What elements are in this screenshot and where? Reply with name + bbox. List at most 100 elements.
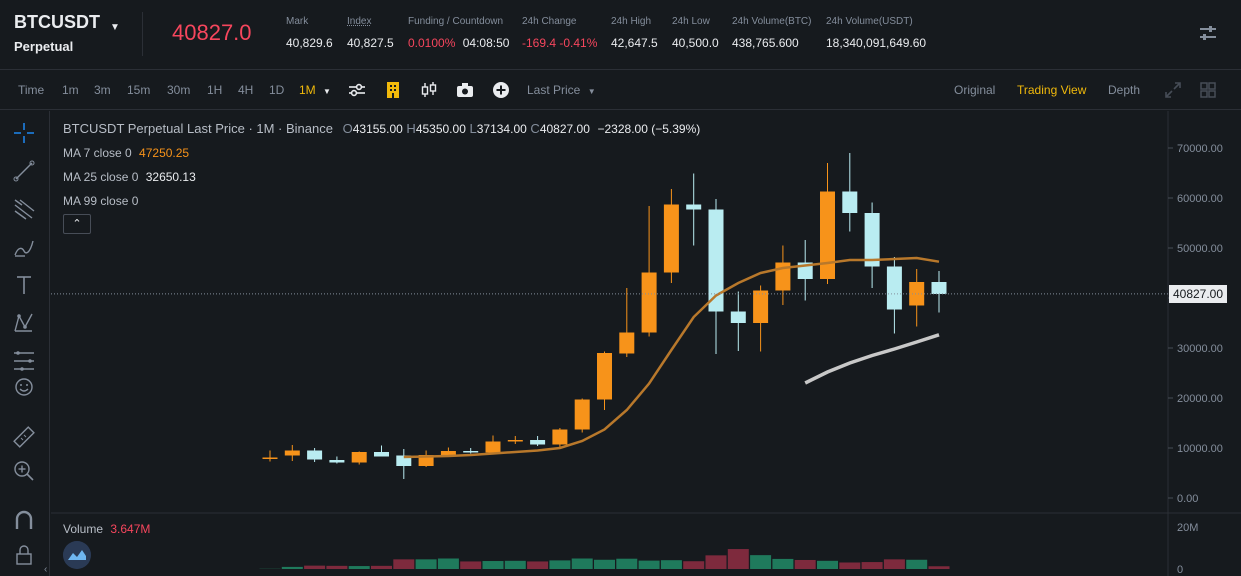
volume-bar <box>326 565 348 569</box>
candle-body <box>931 282 947 294</box>
emoji-icon[interactable] <box>12 375 36 399</box>
volume-bar <box>460 561 482 569</box>
volume-bar <box>371 565 392 569</box>
interval-time[interactable]: Time <box>18 83 45 97</box>
chevron-down-icon[interactable]: ▼ <box>110 22 120 33</box>
contract-type[interactable]: Perpetual <box>14 39 74 54</box>
volume-usdt-label: 24h Volume(USDT) <box>826 16 913 27</box>
candle-body <box>574 399 590 430</box>
candlestick-chart[interactable]: 70000.0060000.0050000.0040000.0030000.00… <box>51 111 1241 576</box>
volume-bar <box>861 562 883 569</box>
text-icon[interactable] <box>12 273 36 297</box>
candlestick-icon[interactable] <box>419 80 439 100</box>
collapse-legend-button[interactable]: ⌃ <box>63 214 91 234</box>
camera-icon[interactable] <box>455 80 475 100</box>
funding-stat: Funding / Countdown 0.0100% 04:08:50 <box>408 16 509 50</box>
interval-1m[interactable]: 1m <box>62 83 79 97</box>
grid-icon[interactable] <box>1198 80 1218 100</box>
volume-bar <box>393 559 415 569</box>
zoom-icon[interactable] <box>12 459 36 483</box>
candle-body <box>619 332 635 354</box>
open-value: 43155.00 <box>352 122 403 136</box>
magnet-icon[interactable] <box>12 509 36 533</box>
candle-body <box>708 209 724 312</box>
chart-area[interactable]: 70000.0060000.0050000.0040000.0030000.00… <box>51 111 1241 576</box>
sliders-icon[interactable] <box>1198 24 1218 42</box>
tradingview-logo-icon[interactable] <box>63 541 91 569</box>
interval-30m[interactable]: 30m <box>167 83 191 97</box>
price-type-select[interactable]: Last Price ▼ <box>527 83 596 97</box>
interval-4h[interactable]: 4H <box>238 83 254 97</box>
candle-body <box>753 290 769 323</box>
tab-depth[interactable]: Depth <box>1108 83 1141 97</box>
tab-trading-view[interactable]: Trading View <box>1017 83 1087 97</box>
interval-1d[interactable]: 1D <box>269 83 285 97</box>
candle-body <box>262 457 278 459</box>
fib-icon[interactable] <box>12 349 36 373</box>
current-price-tag: 40827.00 <box>1169 285 1227 303</box>
volume-bar <box>527 561 549 569</box>
interval-1h[interactable]: 1H <box>207 83 223 97</box>
chevron-left-icon[interactable]: ‹ <box>44 564 48 575</box>
candle-body <box>396 455 412 466</box>
volume-bar <box>571 558 593 569</box>
index-price-stat: Index 40,827.5 <box>347 16 394 50</box>
volume-bar <box>348 566 370 569</box>
volume-bar <box>638 560 660 569</box>
volume-bar <box>727 549 749 569</box>
trend-line-icon[interactable] <box>12 159 36 183</box>
plus-circle-icon[interactable] <box>491 80 511 100</box>
change-value: −2328.00 (−5.39%) <box>597 122 701 136</box>
ma25-legend[interactable]: MA 25 close 0 32650.13 <box>63 170 196 184</box>
candle-body <box>686 204 702 210</box>
drawing-toolbar: ‹ <box>0 111 50 576</box>
symbol-name[interactable]: BTCUSDT <box>14 12 100 32</box>
pattern-icon[interactable] <box>12 311 36 335</box>
divider <box>142 12 143 56</box>
interval-3m[interactable]: 3m <box>94 83 111 97</box>
price-axis: 70000.0060000.0050000.0040000.0030000.00… <box>1168 143 1223 505</box>
volume-bar <box>750 555 772 569</box>
funding-countdown: 04:08:50 <box>462 36 510 50</box>
pitchfork-icon[interactable] <box>12 197 36 221</box>
price-tick-label: 10000.00 <box>1177 443 1223 455</box>
lock-icon[interactable] <box>12 543 36 567</box>
candle-body <box>730 311 746 323</box>
ma99-legend[interactable]: MA 99 close 0 <box>63 194 138 208</box>
price-tick-label: 70000.00 <box>1177 143 1223 155</box>
candle-body <box>463 451 479 453</box>
volume-bar <box>437 558 459 569</box>
price-tick-label: 30000.00 <box>1177 343 1223 355</box>
interval-15m[interactable]: 15m <box>127 83 151 97</box>
volume-bar <box>594 559 615 569</box>
ruler-icon[interactable] <box>12 425 36 449</box>
candle-body <box>552 429 568 445</box>
candle-body <box>485 441 501 453</box>
volume-bar <box>281 566 303 569</box>
indicator-settings-icon[interactable] <box>347 80 367 100</box>
candle-body <box>641 272 657 333</box>
volume-bar <box>794 559 816 569</box>
crosshair-icon[interactable] <box>12 121 36 145</box>
high-value: 42,647.5 <box>611 36 658 50</box>
price-tick-label: 20000.00 <box>1177 393 1223 405</box>
volume-bar <box>304 565 326 569</box>
tab-original[interactable]: Original <box>954 83 996 97</box>
volume-usdt-stat: 24h Volume(USDT) 18,340,091,649.60 <box>826 16 926 50</box>
building-icon[interactable] <box>383 80 403 100</box>
fullscreen-icon[interactable] <box>1163 80 1183 100</box>
brush-icon[interactable] <box>12 235 36 259</box>
close-label: C <box>530 121 540 136</box>
ma7-legend[interactable]: MA 7 close 0 47250.25 <box>63 146 189 160</box>
index-value: 40,827.5 <box>347 36 394 50</box>
index-label[interactable]: Index <box>347 16 372 27</box>
ma25-label: MA 25 close 0 <box>63 170 139 184</box>
high-label: 24h High <box>611 16 652 27</box>
volume-value: 3.647M <box>110 522 151 536</box>
candle-body <box>820 191 835 279</box>
price-tick-label: 0.00 <box>1177 493 1198 505</box>
chevron-down-icon: ▼ <box>587 87 596 96</box>
volume-tick-label: 0 <box>1177 564 1183 576</box>
interval-1month[interactable]: 1M ▼ <box>299 83 331 97</box>
volume-bar <box>772 558 794 569</box>
